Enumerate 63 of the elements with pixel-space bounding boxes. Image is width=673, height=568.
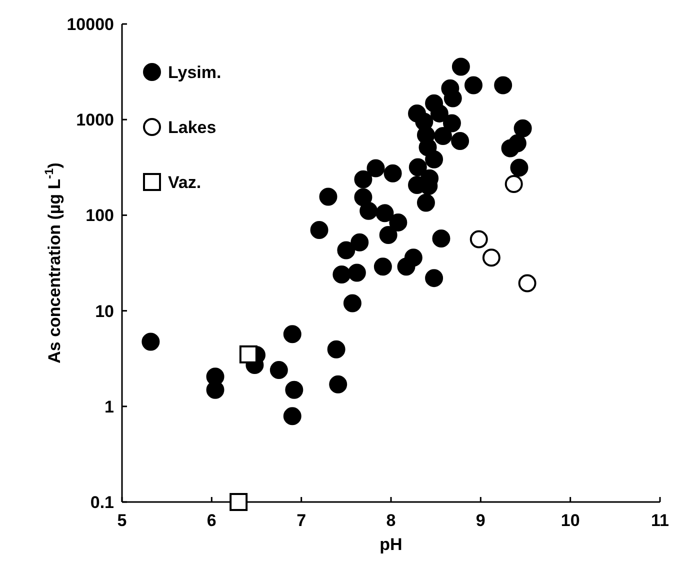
y-tick-label: 1 (104, 397, 114, 416)
point (430, 104, 448, 122)
point (425, 269, 444, 288)
x-tick-label: 11 (651, 511, 669, 530)
point (285, 380, 304, 399)
y-tick-label: 10 (95, 302, 114, 321)
legend-label: Lysim. (168, 63, 222, 82)
point (239, 345, 258, 364)
point (504, 175, 523, 193)
point (283, 407, 302, 426)
point (348, 264, 366, 282)
point (337, 241, 356, 260)
point (329, 375, 348, 394)
x-tick-label: 8 (386, 511, 396, 530)
point (354, 188, 372, 206)
point (360, 202, 378, 220)
x-tick-label: 10 (560, 511, 580, 530)
point (230, 493, 248, 511)
point (389, 213, 408, 232)
y-tick-label: 0.1 (90, 493, 114, 512)
legend-label: Vaz. (168, 173, 202, 192)
point (376, 204, 394, 222)
point (366, 159, 385, 178)
point (270, 361, 288, 380)
point (482, 248, 500, 267)
point (464, 76, 482, 94)
y-tick-label: 10000 (66, 15, 114, 34)
point (384, 164, 402, 182)
point (444, 89, 462, 108)
point (432, 230, 450, 248)
point (425, 150, 444, 168)
x-tick-label: 6 (206, 511, 216, 530)
point (397, 258, 416, 276)
point (452, 58, 470, 76)
x-tick-label: 5 (117, 511, 127, 530)
x-axis-title: pH (380, 535, 402, 554)
point (451, 132, 470, 150)
legend-label: Lakes (168, 118, 216, 137)
point (379, 226, 398, 244)
point (470, 230, 488, 248)
x-tick-label: 7 (296, 511, 306, 530)
point (501, 139, 520, 158)
point (416, 194, 435, 212)
y-tick-label: 100 (86, 206, 114, 226)
x-tick-label: 9 (476, 511, 486, 530)
point (514, 119, 532, 138)
point (374, 258, 392, 276)
point (350, 233, 369, 252)
point (354, 170, 372, 188)
point (510, 158, 528, 177)
point (319, 188, 338, 206)
point (494, 76, 512, 94)
point (142, 332, 160, 351)
point (310, 221, 328, 240)
point (442, 114, 461, 132)
point (332, 265, 351, 284)
y-tick-label: 1000 (76, 110, 114, 130)
point (283, 325, 302, 344)
point (327, 340, 346, 358)
point (518, 274, 536, 292)
point (434, 127, 452, 146)
point (408, 158, 427, 176)
point (343, 294, 362, 312)
